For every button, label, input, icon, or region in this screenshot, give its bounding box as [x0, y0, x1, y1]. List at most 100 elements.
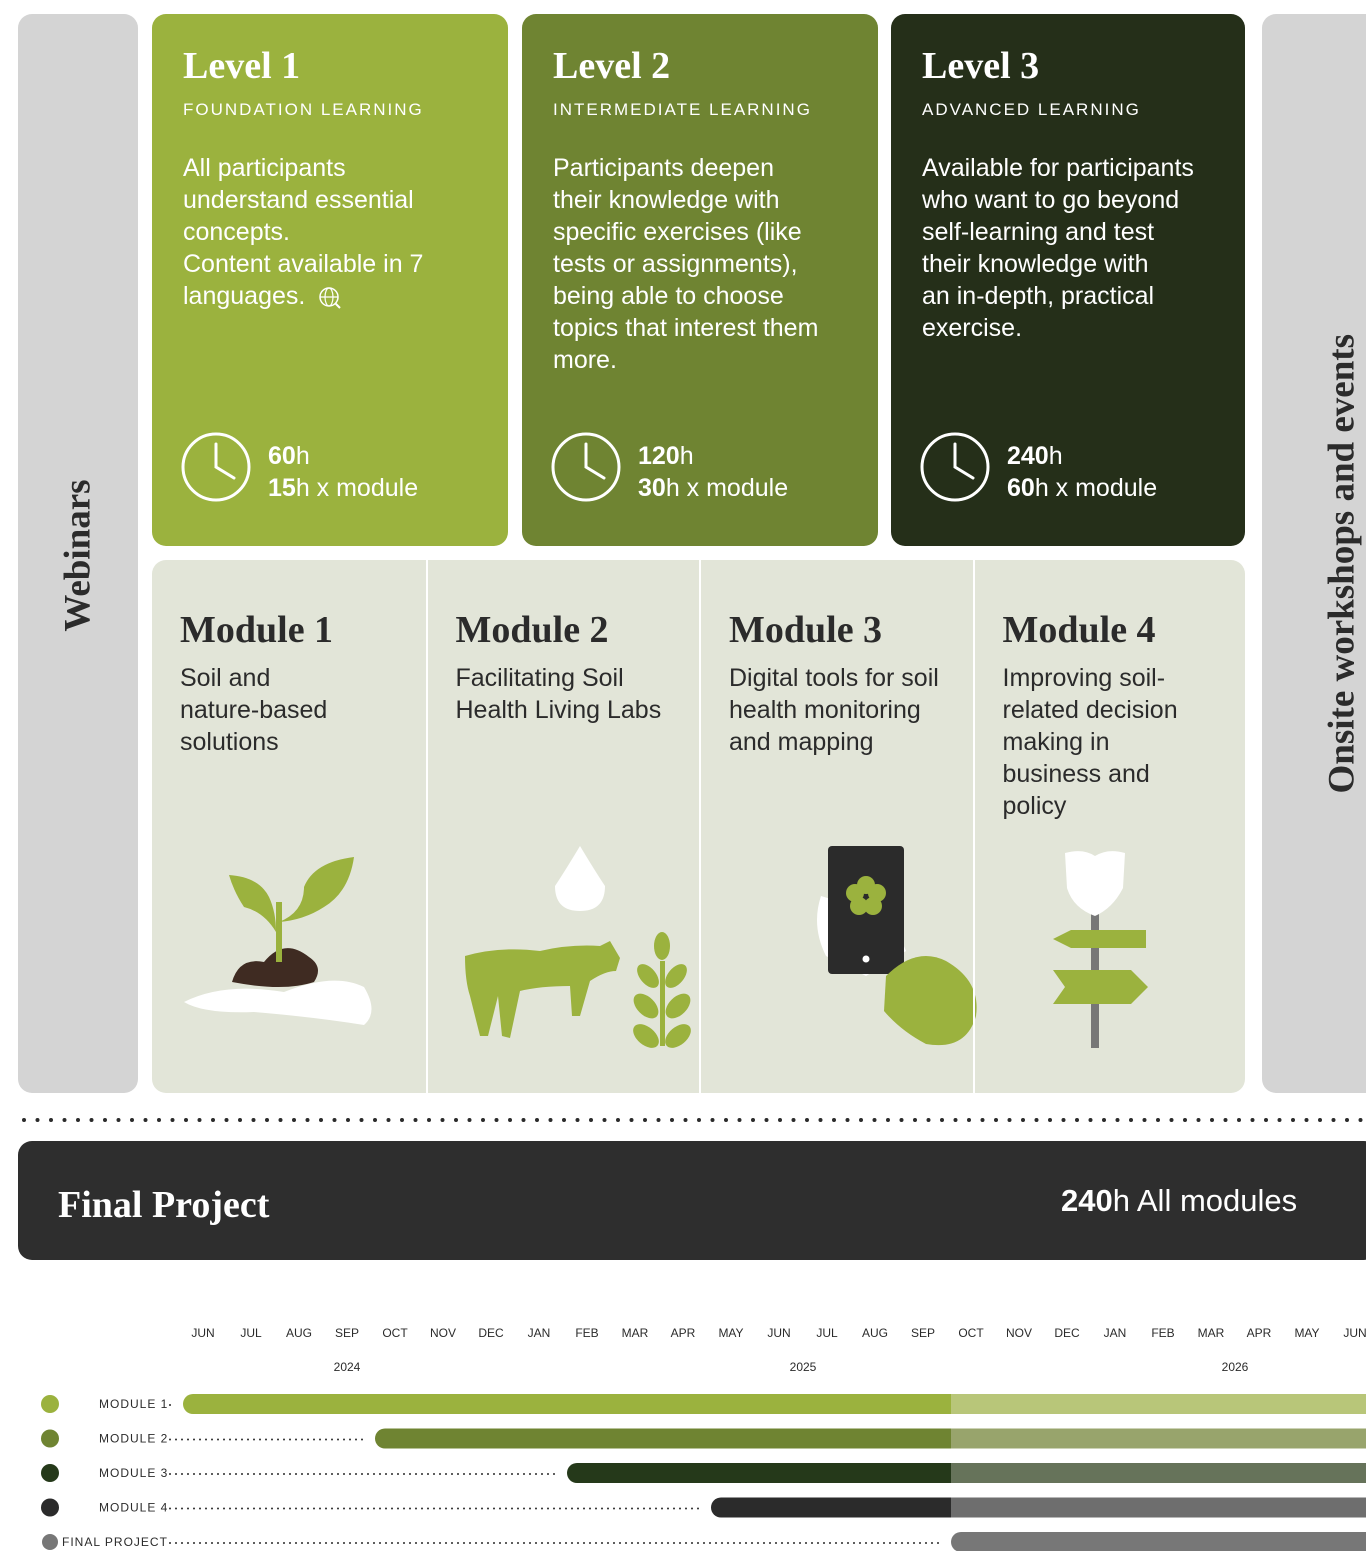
- module-icon: [164, 842, 424, 1052]
- clock-icon: [549, 430, 623, 504]
- side-label: Webinars: [57, 456, 100, 656]
- total-hours: 60h: [268, 440, 418, 472]
- bar: [375, 1429, 951, 1449]
- module-title: Module 3: [729, 608, 882, 652]
- icon-shape: [232, 948, 318, 987]
- month-label: DEC: [1054, 1326, 1080, 1340]
- module-hours: 60h x module: [1007, 472, 1157, 504]
- month-label: SEP: [911, 1326, 935, 1340]
- description-line: nature-based: [180, 694, 327, 726]
- description-line: languages.: [183, 280, 423, 312]
- final-hours: 240h All modules: [1061, 1183, 1297, 1219]
- clock-hands: [586, 444, 604, 478]
- bar-light: [951, 1532, 1366, 1551]
- level-card: Level 2 INTERMEDIATE LEARNING Participants…: [522, 14, 878, 546]
- clock-icon: [918, 430, 992, 504]
- icon-shape: [660, 960, 690, 992]
- module-column: Module 3Digital tools for soilhealth mon…: [699, 560, 973, 1093]
- icon-shape: [276, 902, 282, 962]
- month-label: NOV: [430, 1326, 456, 1340]
- clock-hands: [216, 444, 234, 478]
- description-line: Participants deepen: [553, 152, 818, 184]
- description-line: an in-depth, practical: [922, 280, 1194, 312]
- icon-shape: [660, 1019, 695, 1052]
- description-line: and mapping: [729, 726, 939, 758]
- clock-icon: [179, 430, 253, 504]
- onsite-panel: Onsite workshops and events: [1262, 14, 1366, 1093]
- level-card: Level 3 ADVANCED LEARNING Available for pa…: [891, 14, 1245, 546]
- description-line: concepts.: [183, 216, 423, 248]
- description-line: making in: [1003, 726, 1178, 758]
- icon-shape: [1053, 930, 1146, 948]
- row-label: MODULE 3: [99, 1466, 168, 1480]
- description-line: Soil and: [180, 662, 327, 694]
- icon-shape: [555, 846, 605, 911]
- month-label: SEP: [335, 1326, 359, 1340]
- icon-shape: [184, 981, 372, 1025]
- level-subtitle: ADVANCED LEARNING: [922, 100, 1141, 120]
- row-dot: [41, 1430, 59, 1448]
- bar-light: [941, 1463, 1366, 1483]
- hours-number: 120: [638, 442, 680, 470]
- description-line: who want to go beyond: [922, 184, 1194, 216]
- hours-number: 30: [638, 474, 666, 502]
- description-line: Digital tools for soil: [729, 662, 939, 694]
- level-title: Level 2: [553, 44, 670, 88]
- month-label: MAR: [622, 1326, 649, 1340]
- month-label: JAN: [528, 1326, 551, 1340]
- description-line: exercise.: [922, 312, 1194, 344]
- month-label: AUG: [286, 1326, 312, 1340]
- icon-shape: [654, 932, 670, 960]
- module-column: Module 2Facilitating SoilHealth Living L…: [426, 560, 700, 1093]
- module-description: Improving soil-related decisionmaking in…: [1003, 662, 1178, 822]
- bar-light: [941, 1498, 1366, 1518]
- description-line: understand essential: [183, 184, 423, 216]
- row-label: MODULE 1: [99, 1397, 168, 1411]
- month-label: JUN: [191, 1326, 214, 1340]
- icon-shape: [229, 875, 276, 932]
- module-title: Module 4: [1003, 608, 1156, 652]
- hours: 120h30h x module: [638, 440, 788, 504]
- description-line: their knowledge with: [922, 248, 1194, 280]
- icon-shape: [1053, 970, 1148, 1004]
- year-label: 2025: [790, 1360, 817, 1374]
- month-label: FEB: [575, 1326, 598, 1340]
- side-label: Onsite workshops and events: [1321, 354, 1364, 794]
- timeline: JUNJULAUGSEPOCTNOVDECJANFEBMARAPRMAYJUNJ…: [0, 1300, 1366, 1551]
- icon-shape: [863, 956, 870, 963]
- month-label: JUN: [767, 1326, 790, 1340]
- description-line: their knowledge with: [553, 184, 818, 216]
- modules-panel: Module 1Soil andnature-basedsolutions Mo…: [152, 560, 1245, 1093]
- module-hours: 15h x module: [268, 472, 418, 504]
- month-label: JUN: [1343, 1326, 1366, 1340]
- final-title: Final Project: [58, 1183, 269, 1227]
- level-subtitle: INTERMEDIATE LEARNING: [553, 100, 812, 120]
- month-label: NOV: [1006, 1326, 1032, 1340]
- month-label: OCT: [958, 1326, 984, 1340]
- row-dot: [41, 1464, 59, 1482]
- icon-shape: [279, 857, 354, 922]
- description-line: business and: [1003, 758, 1178, 790]
- hours-unit: h x module: [296, 474, 418, 502]
- month-label: JUL: [816, 1326, 838, 1340]
- month-label: JUL: [240, 1326, 262, 1340]
- webinars-panel: Webinars: [18, 14, 138, 1093]
- year-label: 2024: [334, 1360, 361, 1374]
- description-line: policy: [1003, 790, 1178, 822]
- month-label: APR: [671, 1326, 696, 1340]
- total-hours: 240h: [1007, 440, 1157, 472]
- icon-shape: [1065, 851, 1125, 916]
- total-hours: 120h: [638, 440, 788, 472]
- page: Webinars Onsite workshops and events Lev…: [0, 0, 1366, 1551]
- description-line: more.: [553, 344, 818, 376]
- hours-unit: h: [296, 442, 310, 470]
- row-label: MODULE 4: [99, 1501, 168, 1515]
- level-title: Level 3: [922, 44, 1039, 88]
- month-label: OCT: [382, 1326, 408, 1340]
- row-label: MODULE 2: [99, 1432, 168, 1446]
- bar: [711, 1498, 951, 1518]
